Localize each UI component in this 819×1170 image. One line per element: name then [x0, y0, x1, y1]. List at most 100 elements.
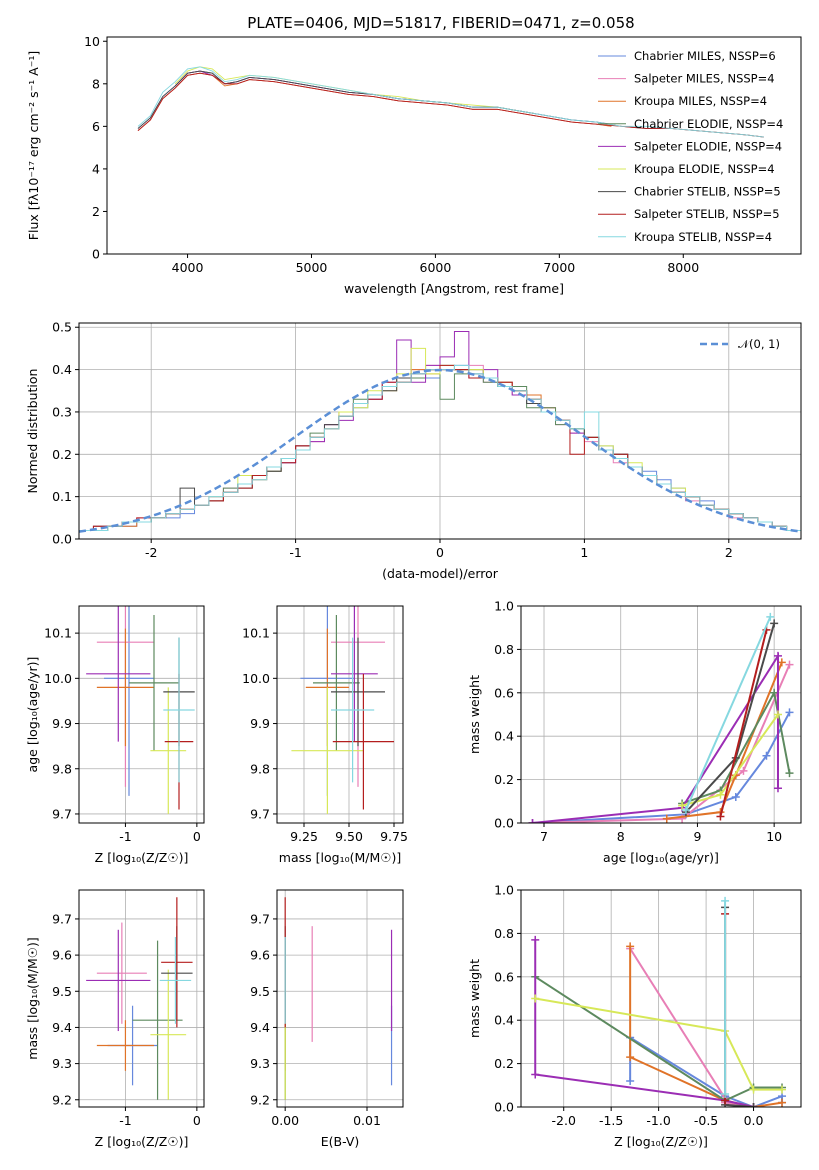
plus-marker [739, 766, 748, 775]
y-tick-label: 0.0 [52, 532, 72, 547]
x-tick-label: 0 [436, 545, 444, 560]
y-axis-label: age [log₁₀(age/yr)] [25, 657, 40, 773]
plus-marker [716, 812, 725, 821]
axes-frame [106, 36, 802, 255]
x-tick-label: 7000 [543, 260, 575, 275]
x-tick-label: -2.0 [552, 1113, 576, 1128]
y-axis-label: Normed distribution [25, 369, 40, 494]
x-axis-label: Z [log₁₀(Z/Z☉)] [614, 1134, 708, 1149]
panel-massweight_vs_age: 7 8 9 10 0.0 0.2 0.4 0.6 0.8 1.0 age [log₁₀(age/yr… [467, 599, 802, 865]
y-tick-label: 9.4 [250, 1020, 270, 1035]
y-tick-label: 0.2 [494, 772, 514, 787]
histogram-step [79, 364, 801, 539]
plot-area [86, 897, 193, 1100]
weight-line [681, 689, 791, 805]
y-tick-label: 0.6 [494, 969, 514, 984]
weight-line [532, 711, 791, 823]
panel-age_vs_mass: 9.25 9.50 9.75 9.7 9.8 9.9 10.0 10.1 mass [log₁₀… [242, 605, 408, 865]
y-tick-label: 1.0 [494, 883, 514, 898]
plot-area [284, 897, 393, 1100]
x-tick-label: 0 [193, 1113, 201, 1128]
plot-area [137, 66, 764, 138]
y-tick-label: 9.6 [52, 948, 72, 963]
y-tick-label: 9.7 [250, 806, 270, 821]
y-tick-label: 0.6 [494, 685, 514, 700]
y-tick-label: 9.8 [52, 761, 72, 776]
x-tick-label: 9.75 [380, 829, 408, 844]
normal-curve [79, 368, 801, 533]
plus-marker [749, 1085, 758, 1094]
y-tick-label: 10.1 [242, 626, 270, 641]
x-tick-label: 9.25 [290, 829, 318, 844]
plot-area [528, 612, 794, 823]
y-tick-label: 0.1 [52, 489, 72, 504]
y-tick-label: 0 [92, 247, 100, 262]
y-tick-label: 9.5 [250, 984, 270, 999]
spectrum-line [137, 72, 612, 131]
x-tick-label: -1 [119, 829, 131, 844]
weight-line [629, 948, 754, 1107]
y-tick-label: 0.2 [494, 1056, 514, 1071]
y-tick-label: 0.5 [52, 320, 72, 335]
panel-spectrum: 4000 5000 6000 7000 8000 0 2 4 6 8 10 wavelength [A… [26, 34, 802, 296]
x-tick-label: 5000 [296, 260, 328, 275]
legend-label: Kroupa MILES, NSSP=4 [634, 94, 767, 108]
plus-marker [528, 819, 537, 823]
x-tick-label: -0.5 [694, 1113, 718, 1128]
plus-marker [731, 792, 740, 801]
plus-marker [778, 1085, 787, 1094]
weight-line [534, 975, 783, 1102]
legend-label: Salpeter MILES, NSSP=4 [634, 72, 775, 86]
y-tick-label: 9.4 [52, 1020, 72, 1035]
spectrum-line [137, 72, 612, 131]
plus-marker [773, 710, 782, 719]
x-tick-label: -1.0 [646, 1113, 670, 1128]
plus-marker [762, 751, 771, 760]
y-tick-label: 9.9 [52, 716, 72, 731]
weight-line [532, 652, 779, 823]
y-tick-label: 0.0 [494, 816, 514, 831]
plus-marker [626, 1076, 635, 1085]
axes-frame [520, 889, 802, 1108]
y-tick-label: 9.5 [52, 984, 72, 999]
axes-frame [78, 889, 205, 1108]
spectrum-line [137, 70, 612, 129]
panel-mass_vs_EBV: 0.00 0.01 9.2 9.3 9.4 9.5 9.6 9.7 E(B-V) [250, 889, 404, 1149]
plus-marker [770, 619, 779, 628]
x-axis-label: age [log₁₀(age/yr)] [603, 850, 719, 865]
y-tick-label: 8 [92, 76, 100, 91]
x-tick-label: 8 [617, 829, 625, 844]
plus-marker [777, 658, 786, 667]
axes-frame [276, 605, 404, 824]
y-tick-label: 9.7 [52, 806, 72, 821]
x-tick-label: 0.01 [353, 1113, 381, 1128]
plus-marker [626, 1053, 635, 1062]
x-tick-label: 0.0 [744, 1113, 764, 1128]
axes-frame [276, 889, 404, 1108]
x-axis-label: Z [log₁₀(Z/Z☉)] [95, 850, 189, 865]
spectrum-line [137, 66, 764, 138]
x-tick-label: 1 [580, 545, 588, 560]
legend-label: Salpeter STELIB, NSSP=5 [634, 207, 780, 221]
legend-label: Chabrier STELIB, NSSP=5 [634, 185, 781, 199]
x-tick-label: 9.50 [335, 829, 363, 844]
y-tick-label: 10.1 [44, 626, 72, 641]
panel-residuals: -2 -1 0 1 2 0.0 0.1 0.2 0.3 0.4 0.5 (data-model)/er… [25, 320, 802, 581]
y-tick-label: 10.0 [242, 671, 270, 686]
y-tick-label: 0.4 [494, 1013, 514, 1028]
weight-line [685, 616, 772, 811]
weight-line [532, 664, 791, 823]
plus-marker [678, 801, 687, 810]
weight-line [724, 907, 754, 1107]
legend-label: Chabrier MILES, NSSP=6 [634, 49, 776, 63]
legend-label: Chabrier ELODIE, NSSP=4 [634, 117, 783, 131]
y-tick-label: 9.6 [250, 948, 270, 963]
plus-marker [785, 708, 794, 717]
spectrum-line [137, 72, 764, 138]
y-tick-label: 0.8 [494, 926, 514, 941]
figure-title: PLATE=0406, MJD=51817, FIBERID=0471, z=0… [247, 14, 634, 32]
plus-marker [749, 1103, 758, 1107]
panel-massweight_vs_Z: -2.0 -1.5 -1.0 -0.5 0.0 0.0 0.2 0.4 0.6 0.8 1.0 Z [… [467, 883, 802, 1149]
plot-area [79, 330, 801, 539]
y-tick-label: 9.8 [250, 761, 270, 776]
